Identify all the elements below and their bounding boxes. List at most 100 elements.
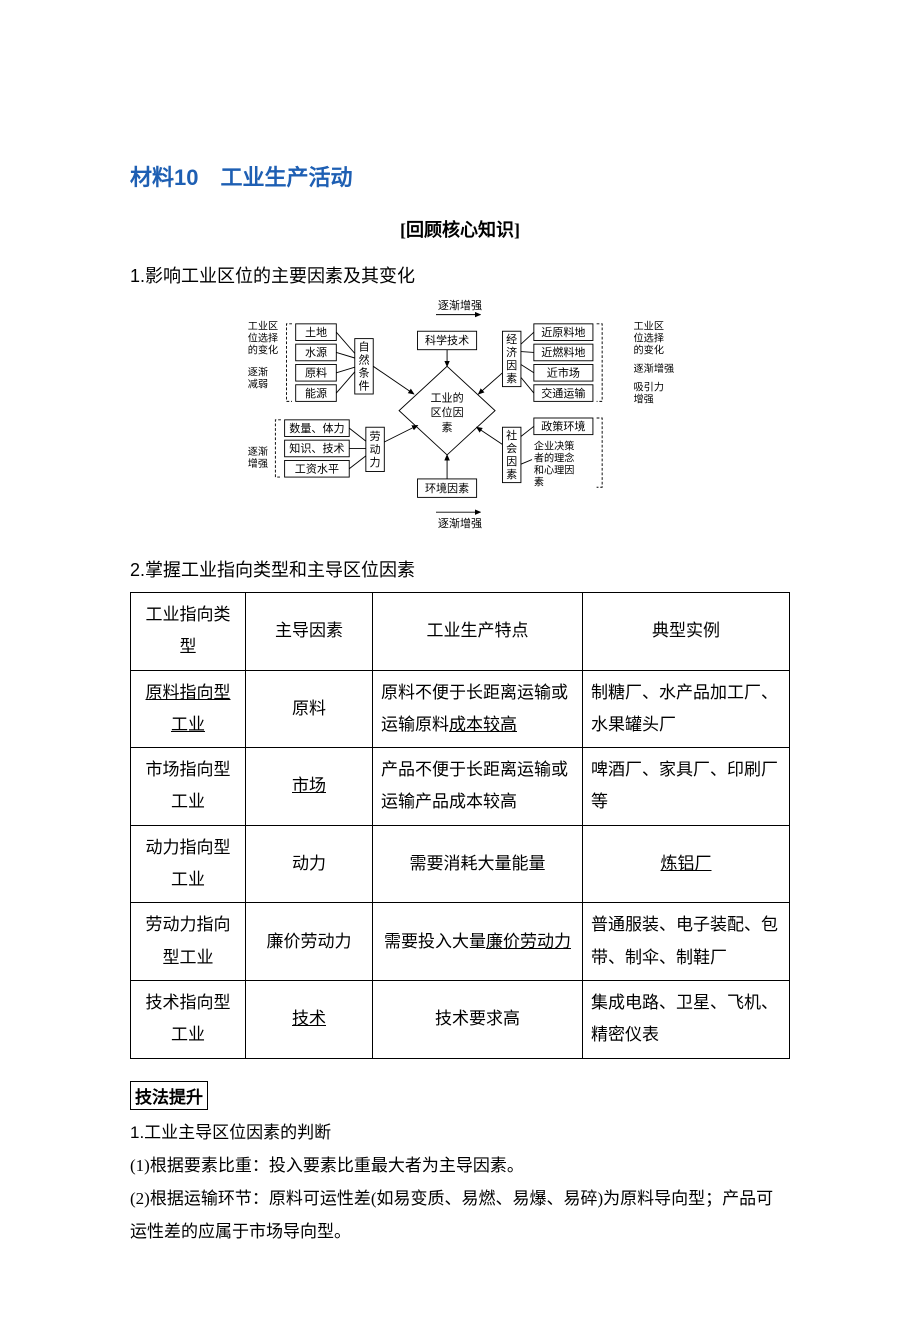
- left-mid-2: 减弱: [248, 379, 268, 391]
- ent-4: 素: [534, 475, 544, 488]
- svg-text:因: 因: [506, 359, 517, 372]
- th-example: 典型实例: [583, 593, 790, 671]
- svg-text:水源: 水源: [305, 345, 327, 359]
- left-top-2: 位选择: [248, 331, 278, 344]
- svg-text:经: 经: [506, 333, 517, 346]
- para-heading: 1.工业主导区位因素的判断: [130, 1116, 790, 1149]
- th-type: 工业指向类型: [131, 593, 246, 671]
- svg-text:社: 社: [506, 428, 517, 442]
- right-top-1: 工业区: [634, 320, 664, 332]
- top-label: 逐渐增强: [438, 298, 482, 312]
- para-1: (1)根据要素比重：投入要素比重最大者为主导因素。: [130, 1149, 790, 1182]
- cell-feature: 需要消耗大量能量: [373, 825, 583, 903]
- cell-type: 劳动力指向型工业: [131, 903, 246, 981]
- title-main: 工业生产活动: [198, 165, 352, 190]
- svg-text:近原料地: 近原料地: [541, 325, 585, 339]
- ent-3: 和心理因: [534, 464, 575, 476]
- page-title: 材料10 工业生产活动: [130, 160, 790, 192]
- cell-example: 集成电路、卫星、飞机、精密仪表: [583, 980, 790, 1058]
- svg-text:数量、体力: 数量、体力: [289, 421, 344, 435]
- right-top-2: 位选择: [634, 331, 664, 344]
- technique-box-label: 技法提升: [130, 1081, 208, 1110]
- svg-text:劳: 劳: [370, 430, 381, 443]
- svg-text:近市场: 近市场: [547, 365, 580, 379]
- svg-text:科学技术: 科学技术: [425, 333, 469, 347]
- th-factor: 主导因素: [246, 593, 373, 671]
- svg-text:能源: 能源: [305, 386, 327, 400]
- left-bottom-boxes: 数量、体力 知识、技术 工资水平: [285, 420, 350, 477]
- svg-text:素: 素: [506, 468, 517, 481]
- cell-feature: 需要投入大量廉价劳动力: [373, 903, 583, 981]
- ent-2: 者的理念: [534, 451, 575, 464]
- left-top-boxes: 土地 水源 原料 能源: [296, 324, 337, 402]
- bottom-label: 逐渐增强: [438, 516, 482, 530]
- svg-text:会: 会: [506, 442, 517, 455]
- left-bot-1: 逐渐: [248, 445, 268, 458]
- right-mid-1: 逐渐增强: [634, 362, 675, 375]
- svg-text:然: 然: [358, 353, 369, 367]
- cell-example: 啤酒厂、家具厂、印刷厂等: [583, 748, 790, 826]
- left-bot-2: 增强: [248, 457, 268, 470]
- svg-text:区位因: 区位因: [430, 405, 463, 419]
- page: 材料10 工业生产活动 [回顾核心知识] 1.影响工业区位的主要因素及其变化 逐…: [0, 0, 920, 1328]
- diagram-svg: 逐渐增强 工业区 位选择 的变化 逐渐 减弱 逐渐 增强 工业区 位选择 的变化…: [220, 298, 700, 538]
- para-2: (2)根据运输环节：原料可运性差(如易变质、易燃、易爆、易碎)为原料导向型；产品…: [130, 1182, 790, 1248]
- right-top-boxes: 近原料地 近燃料地 近市场 交通运输: [534, 324, 593, 402]
- right-bot-2: 增强: [634, 392, 654, 405]
- svg-text:件: 件: [358, 378, 369, 392]
- svg-text:素: 素: [506, 372, 517, 385]
- svg-text:环境因素: 环境因素: [425, 481, 469, 495]
- svg-text:素: 素: [442, 421, 453, 434]
- cell-type: 技术指向型工业: [131, 980, 246, 1058]
- svg-text:工业的: 工业的: [430, 390, 463, 404]
- cell-factor: 技术: [246, 980, 373, 1058]
- subtitle-row: [回顾核心知识]: [130, 216, 790, 242]
- svg-text:工资水平: 工资水平: [295, 462, 339, 475]
- cell-factor: 廉价劳动力: [246, 903, 373, 981]
- subtitle: [回顾核心知识]: [400, 220, 520, 240]
- table-row: 劳动力指向型工业廉价劳动力需要投入大量廉价劳动力普通服装、电子装配、包带、制伞、…: [131, 903, 790, 981]
- table-row: 市场指向型工业市场产品不便于长距离运输或运输产品成本较高啤酒厂、家具厂、印刷厂等: [131, 748, 790, 826]
- cell-factor: 市场: [246, 748, 373, 826]
- svg-text:近燃料地: 近燃料地: [541, 345, 585, 359]
- ent-1: 企业决策: [534, 439, 575, 452]
- section-heading-1: 1.影响工业区位的主要因素及其变化: [130, 262, 790, 288]
- svg-text:自: 自: [358, 341, 369, 354]
- svg-text:知识、技术: 知识、技术: [289, 441, 344, 455]
- left-top-3: 的变化: [248, 343, 278, 356]
- cell-feature: 原料不便于长距离运输或运输原料成本较高: [373, 670, 583, 748]
- cell-factor: 原料: [246, 670, 373, 748]
- industry-orientation-table: 工业指向类型 主导因素 工业生产特点 典型实例 原料指向型工业原料原料不便于长距…: [130, 592, 790, 1059]
- table-body: 原料指向型工业原料原料不便于长距离运输或运输原料成本较高制糖厂、水产品加工厂、水…: [131, 670, 790, 1058]
- svg-text:原料: 原料: [305, 365, 327, 379]
- cell-type: 动力指向型工业: [131, 825, 246, 903]
- cell-feature: 产品不便于长距离运输或运输产品成本较高: [373, 748, 583, 826]
- right-top-3: 的变化: [634, 343, 664, 356]
- table-row: 动力指向型工业动力需要消耗大量能量炼铝厂: [131, 825, 790, 903]
- svg-text:动: 动: [370, 443, 381, 456]
- cell-factor: 动力: [246, 825, 373, 903]
- svg-text:交通运输: 交通运输: [541, 386, 585, 400]
- left-mid-1: 逐渐: [248, 366, 268, 379]
- title-prefix: 材料10: [130, 165, 198, 190]
- svg-text:政策环境: 政策环境: [541, 419, 585, 433]
- svg-text:济: 济: [506, 345, 517, 359]
- cell-example: 炼铝厂: [583, 825, 790, 903]
- svg-text:力: 力: [370, 456, 381, 469]
- table-row: 原料指向型工业原料原料不便于长距离运输或运输原料成本较高制糖厂、水产品加工厂、水…: [131, 670, 790, 748]
- cell-example: 制糖厂、水产品加工厂、水果罐头厂: [583, 670, 790, 748]
- table-row: 技术指向型工业技术技术要求高集成电路、卫星、飞机、精密仪表: [131, 980, 790, 1058]
- location-factor-diagram: 逐渐增强 工业区 位选择 的变化 逐渐 减弱 逐渐 增强 工业区 位选择 的变化…: [130, 298, 790, 538]
- svg-text:条: 条: [358, 365, 369, 379]
- cell-type: 原料指向型工业: [131, 670, 246, 748]
- svg-text:因: 因: [506, 455, 517, 468]
- right-bot-1: 吸引力: [634, 380, 664, 393]
- table-header-row: 工业指向类型 主导因素 工业生产特点 典型实例: [131, 593, 790, 671]
- section-heading-2: 2.掌握工业指向类型和主导区位因素: [130, 556, 790, 582]
- cell-example: 普通服装、电子装配、包带、制伞、制鞋厂: [583, 903, 790, 981]
- cell-type: 市场指向型工业: [131, 748, 246, 826]
- svg-text:土地: 土地: [305, 326, 327, 339]
- left-top-1: 工业区: [248, 320, 278, 332]
- cell-feature: 技术要求高: [373, 980, 583, 1058]
- th-feature: 工业生产特点: [373, 593, 583, 671]
